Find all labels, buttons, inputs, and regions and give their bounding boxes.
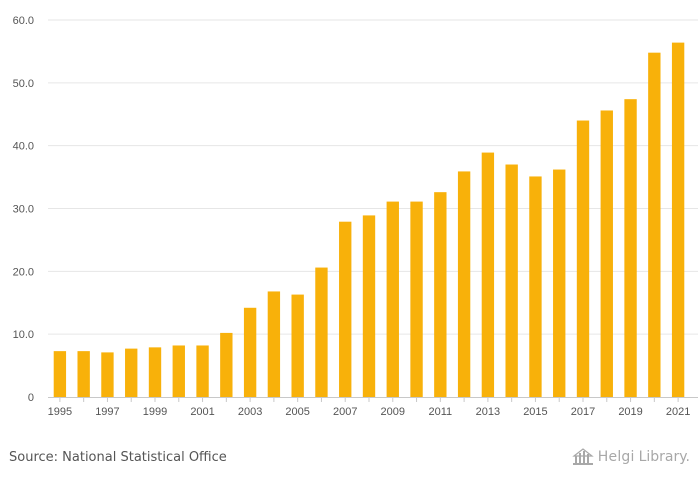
bar-2011[interactable]: 2011: 32.6 bbox=[434, 192, 447, 397]
bar-2006[interactable]: 2006: 20.6 bbox=[315, 267, 328, 397]
source-note: Source: National Statistical Office bbox=[9, 450, 227, 465]
x-axis-ticks: 1995 1997 1999 2001 2003 2005 2007 2009 2011 2013… bbox=[48, 406, 691, 418]
x-axis bbox=[48, 397, 698, 402]
bar-2010[interactable]: 2010: 31.1 bbox=[410, 201, 423, 397]
bar-2008[interactable]: 2008: 28.9 bbox=[362, 215, 376, 397]
bar-2015[interactable]: 2015: 35.1 bbox=[529, 176, 542, 397]
y-tick-label: 60.0 bbox=[13, 15, 34, 27]
y-tick-label: 20.0 bbox=[13, 266, 34, 278]
x-tick-label: 2017 bbox=[571, 406, 595, 418]
x-tick-label: 2015 bbox=[523, 406, 547, 418]
bar-chart: 0 10.0 20.0 30.0 40.0 50.0 60.0 1995: 7.3 1996:… bbox=[13, 15, 698, 418]
bar-1995[interactable]: 1995: 7.3 bbox=[53, 351, 67, 397]
y-tick-label: 0 bbox=[28, 392, 34, 404]
bar-2012[interactable]: 2012: 35.9 bbox=[457, 171, 471, 397]
bar-2016[interactable]: 2016: 36.2 bbox=[553, 169, 566, 397]
x-tick-label: 2003 bbox=[238, 406, 262, 418]
x-tick-label: 1995 bbox=[48, 406, 72, 418]
y-tick-label: 30.0 bbox=[13, 204, 34, 216]
x-tick-label: 2005 bbox=[285, 406, 309, 418]
bar-1998[interactable]: 1998: 7.7 bbox=[125, 348, 138, 397]
bar-2005[interactable]: 2005: 16.3 bbox=[291, 294, 304, 397]
bar-2018[interactable]: 2018: 45.6 bbox=[600, 110, 613, 397]
bar-2019[interactable]: 2019: 47.4 bbox=[624, 99, 637, 398]
bar-2013[interactable]: 2013: 38.9 bbox=[481, 152, 495, 397]
bar-2020[interactable]: 2020: 54.8 bbox=[648, 52, 661, 397]
bar-1997[interactable]: 1997: 7.1 bbox=[101, 352, 114, 397]
bar-2007[interactable]: 2007: 27.9 bbox=[339, 221, 352, 397]
bar-2017[interactable]: 2017: 44 bbox=[576, 120, 590, 398]
bar-1996[interactable]: 1996: 7.3 bbox=[77, 351, 90, 397]
gridlines bbox=[48, 19, 698, 335]
library-building-icon bbox=[572, 448, 594, 465]
bar-2009[interactable]: 2009: 31.1 bbox=[386, 201, 399, 397]
y-tick-label: 40.0 bbox=[13, 141, 34, 153]
bar-2000[interactable]: 2000: 8.2 bbox=[172, 345, 185, 397]
brand-name: Helgi bbox=[597, 449, 635, 465]
brand-suffix: Library. bbox=[638, 449, 690, 465]
x-tick-label: 2001 bbox=[190, 406, 214, 418]
bars: 1995: 7.3 1996: 7.3 1997: 7.1 1998: 7.7 1999… bbox=[53, 42, 685, 398]
y-axis-ticks: 0 10.0 20.0 30.0 40.0 50.0 60.0 bbox=[13, 15, 34, 404]
brand-logo[interactable]: Helgi Library. bbox=[572, 448, 690, 466]
x-tick-label: 2013 bbox=[476, 406, 500, 418]
bar-2001[interactable]: 2001: 8.2 bbox=[196, 345, 209, 397]
x-tick-label: 2019 bbox=[618, 406, 642, 418]
x-tick-label: 2007 bbox=[333, 406, 357, 418]
x-tick-label: 2011 bbox=[429, 406, 453, 418]
y-tick-label: 50.0 bbox=[13, 78, 34, 90]
x-tick-label: 1999 bbox=[143, 406, 167, 418]
bar-1999[interactable]: 1999: 7.9 bbox=[148, 347, 162, 397]
bar-2021[interactable]: 2021: 56.4 bbox=[671, 42, 685, 398]
bar-2014[interactable]: 2014: 37 bbox=[505, 164, 518, 397]
bar-2004[interactable]: 2004: 16.8 bbox=[267, 291, 281, 397]
x-tick-label: 2009 bbox=[381, 406, 405, 418]
x-tick-label: 2021 bbox=[666, 406, 690, 418]
bar-2002[interactable]: 2002: 10.2 bbox=[220, 332, 233, 397]
x-tick-label: 1997 bbox=[95, 406, 119, 418]
y-tick-label: 10.0 bbox=[13, 329, 34, 341]
bar-2003[interactable]: 2003: 14.2 bbox=[243, 307, 257, 397]
